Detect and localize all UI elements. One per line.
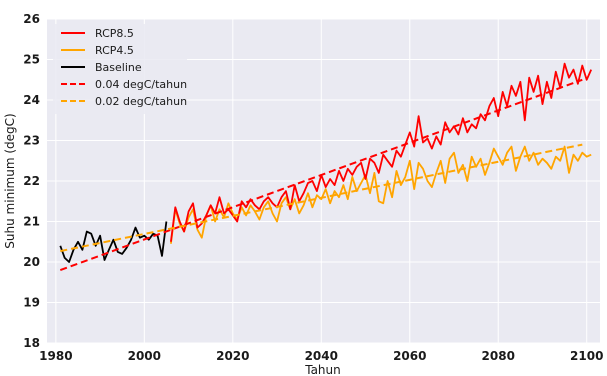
legend-label: 0.02 degC/tahun [95,95,187,108]
y-tick-label: 19 [23,296,40,310]
y-tick-label: 26 [23,12,40,26]
legend: RCP8.5 RCP4.5 Baseline 0.04 degC/tahun 0.02 … [53,24,187,114]
y-axis-label: Suhu minimum (degC) [3,113,17,248]
x-axis-label: Tahun [304,363,341,376]
y-tick-label: 24 [23,93,40,107]
series-line-0-02-degc-tahun [60,143,583,253]
x-tick-label: 2000 [128,349,161,363]
legend-label: 0.04 degC/tahun [95,78,187,91]
y-tick-label: 25 [23,53,40,67]
series-layer [59,62,593,272]
series-line-baseline [59,221,168,263]
legend-label: RCP4.5 [95,44,134,57]
x-tick-label: 2020 [216,349,249,363]
ticks-layer: 1980 2000 2020 2040 2060 2080 2100 18 19 20 21 22 23… [23,12,603,363]
y-tick-label: 22 [23,174,40,188]
series-line-0-04-degc-tahun [59,78,583,272]
y-tick-label: 21 [23,215,40,229]
grid [47,18,600,344]
x-tick-label: 2040 [305,349,338,363]
x-tick-label: 1980 [39,349,72,363]
legend-label: RCP8.5 [95,27,134,40]
y-tick-label: 18 [23,336,40,350]
x-tick-label: 2060 [393,349,426,363]
series-line-rcp4-5 [170,145,592,244]
y-tick-label: 20 [23,255,40,269]
y-tick-label: 23 [23,134,40,148]
legend-box [53,24,187,114]
x-tick-label: 2100 [570,349,603,363]
legend-label: Baseline [95,61,142,74]
x-tick-label: 2080 [482,349,515,363]
